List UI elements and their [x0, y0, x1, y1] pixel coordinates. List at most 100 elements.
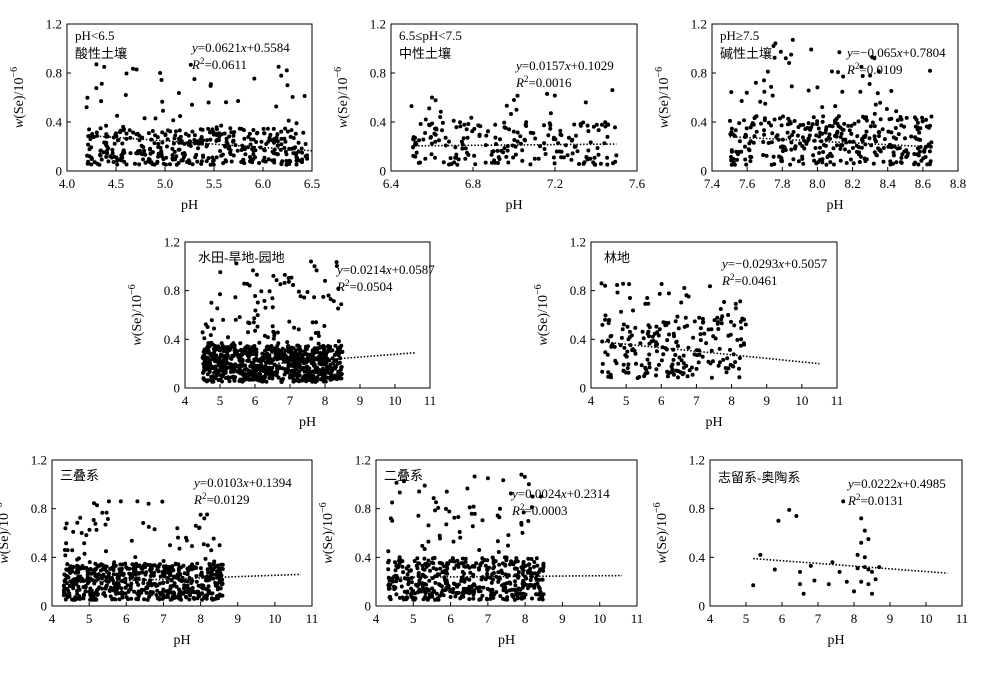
data-point — [112, 141, 117, 146]
data-point — [751, 122, 756, 127]
data-point — [291, 136, 296, 140]
data-point — [394, 480, 399, 485]
data-point — [574, 133, 578, 138]
data-point — [515, 93, 520, 98]
data-point — [880, 127, 885, 132]
data-point — [282, 272, 287, 277]
data-point — [499, 568, 504, 573]
data-point — [115, 162, 120, 167]
data-point — [291, 377, 296, 382]
r-squared: R2​=0.0131 — [847, 492, 904, 508]
plot-frame — [590, 241, 838, 389]
data-point — [838, 143, 843, 148]
data-point — [886, 129, 891, 134]
y-tick-label: 0.4 — [691, 115, 708, 130]
y-axis-label: w(Se)/10−6 — [333, 67, 351, 128]
panel-label: 水田-旱地-园地 — [198, 250, 285, 265]
data-point — [638, 341, 643, 346]
data-point — [271, 347, 276, 352]
data-point — [841, 127, 846, 132]
y-tick-label: 0.4 — [689, 550, 706, 565]
data-point — [586, 148, 591, 153]
data-point — [155, 159, 160, 164]
data-point — [521, 591, 526, 596]
data-point — [251, 128, 256, 132]
data-point — [791, 157, 796, 162]
data-point — [236, 354, 241, 359]
data-point — [856, 119, 861, 124]
data-point — [519, 141, 523, 146]
data-point — [109, 155, 114, 160]
data-point — [849, 123, 854, 128]
data-point — [858, 89, 863, 94]
data-point — [876, 69, 881, 74]
data-point — [271, 126, 276, 131]
data-point — [208, 333, 213, 338]
y-axis-label: w(Se)/10−6 — [652, 502, 670, 563]
data-point — [572, 122, 577, 127]
data-point — [498, 594, 503, 598]
data-point — [682, 286, 687, 290]
data-point — [783, 56, 788, 61]
data-point — [716, 327, 721, 331]
data-point — [864, 115, 869, 120]
data-point — [280, 346, 285, 351]
x-tick-label: 7 — [287, 393, 294, 408]
data-point — [333, 366, 338, 371]
data-point — [248, 142, 253, 147]
data-point — [148, 151, 153, 156]
data-point — [87, 560, 92, 565]
data-point — [238, 341, 243, 346]
y-tick-label: 1.2 — [164, 235, 180, 250]
data-point — [904, 155, 909, 159]
data-point — [478, 589, 483, 594]
data-point — [149, 590, 154, 595]
data-point — [598, 161, 603, 166]
data-point — [105, 151, 110, 156]
data-point — [294, 121, 299, 126]
data-point — [203, 578, 208, 583]
data-point — [275, 344, 280, 348]
data-point — [622, 345, 627, 350]
data-point — [531, 131, 536, 136]
data-point — [186, 568, 191, 573]
data-point — [247, 131, 252, 136]
data-point — [443, 588, 448, 593]
data-point — [887, 117, 892, 122]
data-point — [872, 134, 877, 139]
data-point — [315, 368, 320, 372]
data-point — [141, 157, 145, 162]
data-point — [516, 574, 521, 579]
data-point — [136, 149, 141, 154]
y-tick-label: 1.2 — [370, 17, 386, 32]
data-point — [85, 95, 90, 100]
data-point — [239, 160, 244, 164]
data-point — [772, 117, 777, 122]
data-point — [437, 582, 442, 587]
trend-line — [63, 573, 301, 584]
data-point — [465, 135, 470, 140]
data-point — [144, 590, 149, 595]
data-point — [224, 100, 228, 105]
data-point — [877, 134, 881, 138]
data-point — [776, 518, 781, 523]
data-point — [659, 358, 664, 363]
x-axis-label: pH — [181, 198, 198, 213]
data-point — [268, 132, 273, 137]
data-point — [300, 353, 305, 358]
data-point — [520, 571, 525, 576]
data-point — [625, 366, 630, 371]
data-point — [267, 368, 272, 373]
data-point — [227, 379, 232, 384]
data-point — [203, 593, 208, 598]
data-point — [921, 149, 926, 154]
data-point — [224, 159, 229, 164]
data-point — [284, 159, 289, 163]
data-point — [160, 592, 165, 597]
data-point — [171, 141, 176, 146]
x-tick-label: 11 — [631, 611, 644, 626]
data-point — [283, 149, 288, 154]
data-point — [673, 319, 678, 324]
data-point — [837, 50, 842, 55]
y-tick-label: 0.8 — [370, 66, 386, 81]
